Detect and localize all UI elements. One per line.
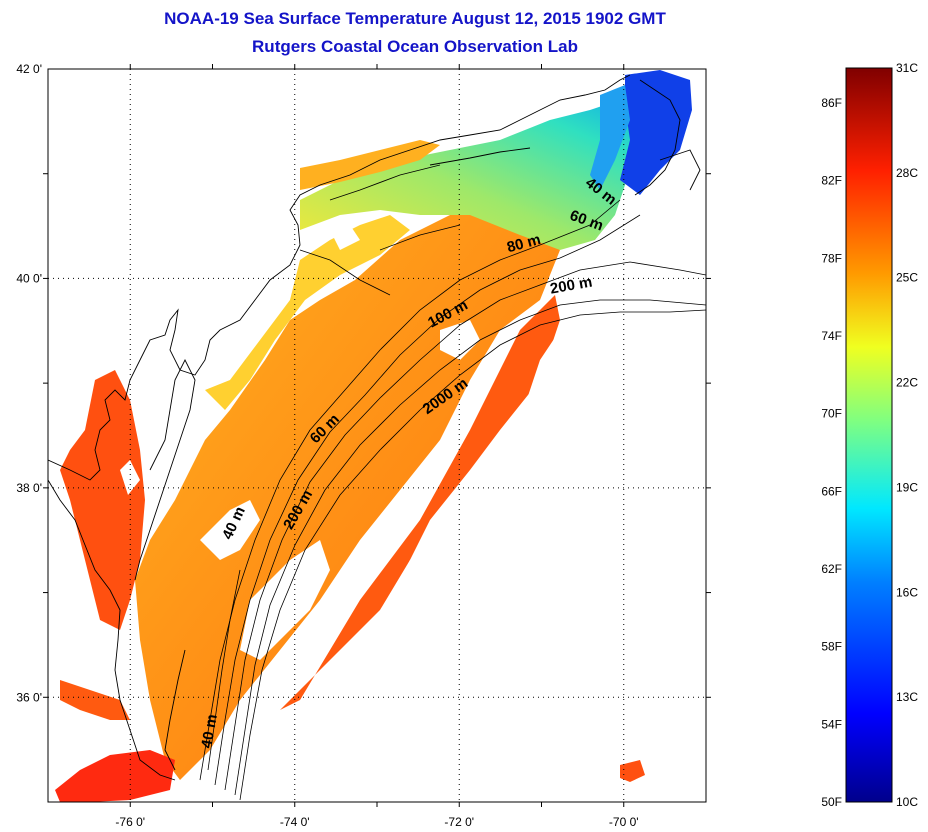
colorbar-gradient [845,67,893,803]
colorbar-c-label: 25C [896,271,918,285]
latitude-axis: 42 0' 40 0' 38 0' 36 0' [16,62,711,704]
lon-tick-label: -72 0' [444,815,474,829]
colorbar-c-label: 16C [896,585,918,599]
colorbar-c-label: 28C [896,166,918,180]
lat-tick-label: 40 0' [16,271,42,285]
lon-tick-label: -74 0' [280,815,310,829]
longitude-axis: -76 0' -74 0' -72 0' -70 0' [115,64,639,829]
colorbar-f-label: 86F [821,96,842,110]
lon-tick-label: -70 0' [609,815,639,829]
colorbar-f-label: 82F [821,174,842,188]
coastline [48,74,701,781]
graticule [48,68,706,802]
colorbar-c-label: 22C [896,376,918,390]
colorbar-fahrenheit-labels: 86F 82F 78F 74F 70F 66F 62F 58F 54F 50F [821,96,842,809]
lat-tick-label: 36 0' [16,690,42,704]
colorbar-c-label: 19C [896,480,918,494]
colorbar-f-label: 54F [821,717,842,731]
colorbar-celsius-labels: 31C 28C 25C 22C 19C 16C 13C 10C [896,61,918,809]
lon-tick-label: -76 0' [115,815,145,829]
colorbar-f-label: 70F [821,407,842,421]
colorbar-f-label: 74F [821,329,842,343]
map-plot-area [48,69,706,802]
colorbar-f-label: 78F [821,251,842,265]
colorbar-f-label: 66F [821,484,842,498]
bathymetry-contours [199,199,706,801]
colorbar-f-label: 58F [821,640,842,654]
lat-tick-label: 42 0' [16,62,42,76]
colorbar-f-label: 62F [821,562,842,576]
map-subtitle: Rutgers Coastal Ocean Observation Lab [252,37,578,56]
colorbar-c-label: 13C [896,690,918,704]
colorbar-f-label: 50F [821,795,842,809]
lat-tick-label: 38 0' [16,481,42,495]
colorbar-c-label: 31C [896,61,918,75]
colorbar-c-label: 10C [896,795,918,809]
cloud-mask [120,225,706,802]
map-title: NOAA-19 Sea Surface Temperature August 1… [164,9,666,28]
contour-label: 40 m [198,713,221,750]
colorbar: 86F 82F 78F 74F 70F 66F 62F 58F 54F 50F 31C 28C 25C… [821,61,918,809]
